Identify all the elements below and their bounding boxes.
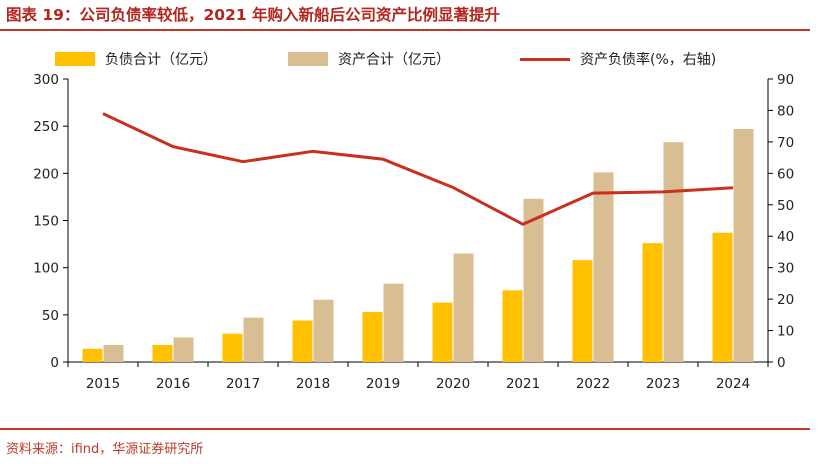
right-tick-label: 40 bbox=[777, 229, 794, 245]
x-axis: 2015 2016 2017 2018 2019 2020 2021 2022 2023 2024 bbox=[67, 361, 769, 392]
legend-swatch-assets bbox=[288, 52, 328, 66]
left-tick-label: 250 bbox=[33, 119, 59, 135]
x-tick-label: 2020 bbox=[436, 376, 470, 392]
bar-liabilities bbox=[712, 232, 733, 362]
x-tick-label: 2015 bbox=[86, 376, 120, 392]
ratio-line bbox=[102, 112, 734, 226]
bar-assets bbox=[663, 142, 684, 362]
left-tick-label: 100 bbox=[33, 261, 59, 277]
bar-assets bbox=[313, 299, 334, 362]
x-tick-label: 2022 bbox=[576, 376, 610, 392]
bar-assets bbox=[593, 172, 614, 362]
x-tick-label: 2017 bbox=[226, 376, 260, 392]
left-tick-label: 50 bbox=[42, 308, 59, 324]
ratio-line-group bbox=[102, 112, 734, 226]
right-tick-label: 80 bbox=[777, 103, 794, 119]
x-tick-label: 2021 bbox=[506, 376, 540, 392]
bar-liabilities bbox=[292, 320, 313, 362]
legend-line-ratio bbox=[520, 57, 570, 61]
legend-item-assets: 资产合计（亿元） bbox=[288, 48, 450, 70]
legend-label-assets: 资产合计（亿元） bbox=[338, 52, 450, 68]
left-tick-label: 200 bbox=[33, 166, 59, 182]
legend-label-ratio: 资产负债率(%，右轴) bbox=[580, 52, 717, 68]
x-tick-label: 2023 bbox=[646, 376, 680, 392]
bar-liabilities bbox=[152, 345, 173, 362]
right-tick-label: 0 bbox=[777, 355, 786, 371]
left-axis: 0 50 100 150 200 250 300 bbox=[33, 72, 69, 371]
chart-title: 图表 19：公司负债率较低，2021 年购入新船后公司资产比例显著提升 bbox=[6, 6, 501, 24]
bar-liabilities bbox=[502, 290, 523, 362]
x-tick-label: 2019 bbox=[366, 376, 400, 392]
bar-liabilities bbox=[432, 302, 453, 362]
x-tick-label: 2016 bbox=[156, 376, 190, 392]
right-tick-label: 70 bbox=[777, 135, 794, 151]
bar-liabilities bbox=[362, 312, 383, 362]
right-tick-label: 10 bbox=[777, 324, 794, 340]
left-tick-label: 300 bbox=[33, 72, 59, 88]
right-tick-label: 90 bbox=[777, 72, 794, 88]
footer-rule bbox=[0, 428, 810, 430]
title-rule bbox=[0, 29, 810, 31]
bar-liabilities bbox=[572, 260, 593, 362]
legend-item-liabilities: 负债合计（亿元） bbox=[55, 48, 217, 70]
x-tick-label: 2018 bbox=[296, 376, 330, 392]
legend-swatch-liabilities bbox=[55, 52, 95, 66]
bar-assets bbox=[173, 337, 194, 362]
bar-liabilities bbox=[642, 243, 663, 362]
source-note: 资料来源：ifind，华源证券研究所 bbox=[6, 442, 204, 457]
bar-assets bbox=[243, 317, 264, 362]
right-axis: 0 10 20 30 40 50 60 70 80 90 bbox=[767, 72, 794, 371]
bars-group bbox=[82, 128, 754, 362]
right-tick-label: 30 bbox=[777, 261, 794, 277]
bar-liabilities bbox=[222, 333, 243, 362]
left-tick-label: 150 bbox=[33, 214, 59, 230]
bar-liabilities bbox=[82, 348, 103, 362]
bar-assets bbox=[453, 253, 474, 362]
bar-assets bbox=[523, 198, 544, 362]
right-tick-label: 60 bbox=[777, 166, 794, 182]
title-bar: 图表 19：公司负债率较低，2021 年购入新船后公司资产比例显著提升 bbox=[0, 0, 824, 31]
left-tick-label: 0 bbox=[50, 355, 59, 371]
bar-assets bbox=[383, 283, 404, 362]
legend-label-liabilities: 负债合计（亿元） bbox=[105, 52, 217, 68]
legend: 负债合计（亿元） 资产合计（亿元） 资产负债率(%，右轴) bbox=[0, 48, 824, 74]
bar-assets bbox=[733, 128, 754, 362]
x-tick-label: 2024 bbox=[716, 376, 750, 392]
legend-item-ratio: 资产负债率(%，右轴) bbox=[520, 48, 716, 70]
bar-assets bbox=[103, 345, 124, 362]
right-tick-label: 50 bbox=[777, 198, 794, 214]
right-tick-label: 20 bbox=[777, 292, 794, 308]
